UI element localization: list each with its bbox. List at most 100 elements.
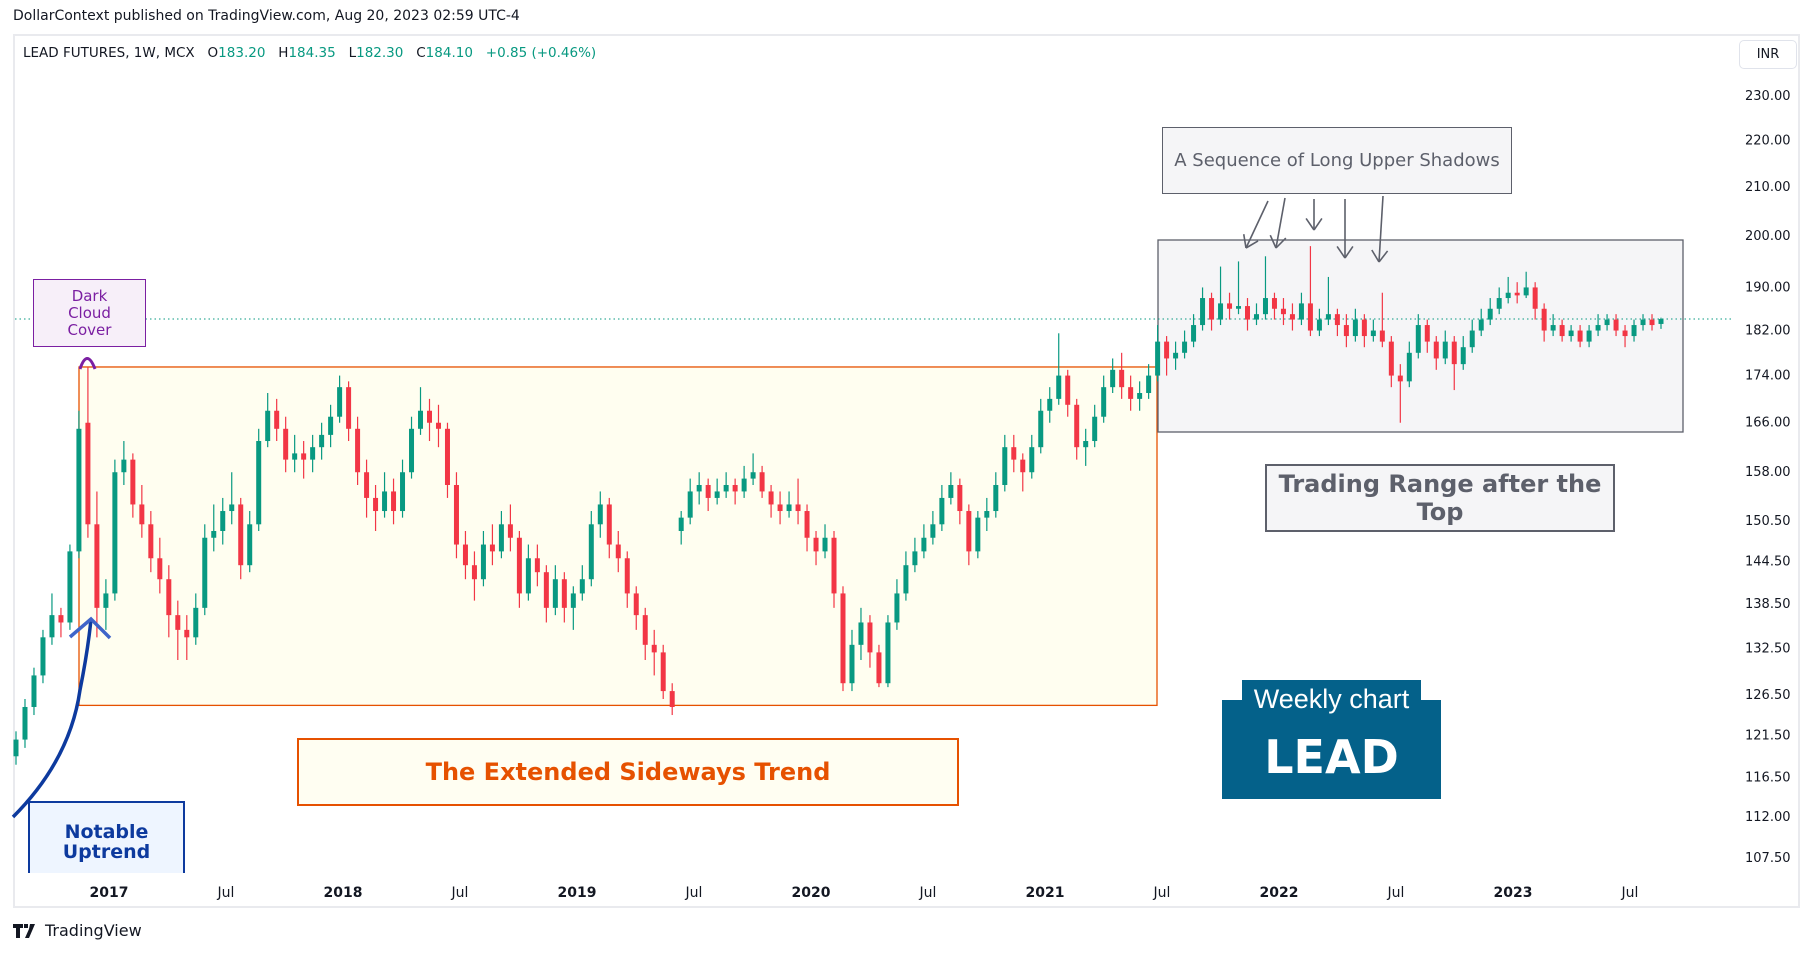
candle[interactable] [1065,369,1071,417]
candle[interactable] [58,607,64,638]
candle[interactable] [1370,319,1376,342]
candle[interactable] [1056,333,1062,405]
candle[interactable] [480,531,486,587]
candle[interactable] [921,524,927,559]
candle[interactable] [651,629,657,676]
tradingview-logo[interactable]: TradingView [13,921,142,940]
candle[interactable] [1631,319,1637,342]
candle[interactable] [1101,375,1107,423]
candle[interactable] [570,586,576,630]
candle[interactable] [840,586,846,692]
candle[interactable] [391,478,397,525]
candle[interactable] [912,537,918,573]
candle[interactable] [930,511,936,545]
candle[interactable] [444,422,450,498]
candle[interactable] [382,472,388,518]
candle[interactable] [993,472,999,518]
candle[interactable] [1334,308,1340,337]
currency-button[interactable]: INR [1739,40,1797,69]
candle[interactable] [1271,292,1277,320]
candle[interactable] [175,600,181,661]
candle[interactable] [624,551,630,608]
candle[interactable] [1424,319,1430,353]
candle[interactable] [1478,308,1484,337]
candle[interactable] [1451,336,1457,391]
candle[interactable] [319,422,325,460]
candle[interactable] [606,497,612,559]
candle[interactable] [337,375,343,423]
candle[interactable] [750,453,756,485]
candle[interactable] [364,459,370,518]
candle[interactable] [193,593,199,645]
candle[interactable] [1092,404,1098,448]
candle[interactable] [292,434,298,473]
candle[interactable] [723,472,729,498]
candle[interactable] [1640,314,1646,331]
candle[interactable] [1496,287,1502,315]
candle[interactable] [103,579,109,630]
candle[interactable] [310,434,316,473]
candle[interactable] [597,491,603,538]
candle[interactable] [534,544,540,587]
candle[interactable] [759,465,765,498]
candle[interactable] [462,531,468,580]
candle[interactable] [112,459,118,601]
candle[interactable] [804,504,810,552]
candle[interactable] [1460,336,1466,370]
candle[interactable] [256,428,262,532]
candle[interactable] [301,441,307,479]
candle[interactable] [1577,325,1583,348]
candle[interactable] [489,524,495,566]
candle[interactable] [543,565,549,623]
candle[interactable] [1128,375,1134,411]
candle[interactable] [13,731,19,765]
candle[interactable] [49,593,55,645]
candle[interactable] [588,511,594,587]
candle[interactable] [975,511,981,559]
candle[interactable] [94,491,100,638]
candle[interactable] [265,393,271,448]
candle[interactable] [22,699,28,748]
candle[interactable] [355,416,361,485]
candle[interactable] [507,504,513,552]
candle[interactable] [660,644,666,700]
candle[interactable] [795,478,801,525]
candle[interactable] [1074,398,1080,460]
candle[interactable] [1352,308,1358,342]
candle[interactable] [849,629,855,692]
candle[interactable] [1487,298,1493,326]
candle[interactable] [678,511,684,545]
candle[interactable] [525,544,531,601]
candle[interactable] [1523,271,1529,299]
candle[interactable] [1469,319,1475,353]
candle[interactable] [822,524,828,559]
candle[interactable] [516,531,522,608]
candle[interactable] [1253,303,1259,326]
candle[interactable] [1002,434,1008,492]
candle[interactable] [76,410,82,559]
candle[interactable] [984,497,990,532]
candle[interactable] [885,615,891,688]
candle[interactable] [696,472,702,505]
candle[interactable] [1209,292,1215,331]
candle[interactable] [813,531,819,566]
candle[interactable] [238,497,244,580]
candle[interactable] [1514,282,1520,304]
candle[interactable] [139,484,145,538]
candle[interactable] [85,366,91,538]
candle[interactable] [1415,314,1421,359]
candle[interactable] [1038,398,1044,454]
candle[interactable] [400,459,406,518]
candle[interactable] [1550,314,1556,337]
candle[interactable] [1137,381,1143,411]
candle[interactable] [1541,303,1547,342]
candle[interactable] [1379,292,1385,348]
candle[interactable] [705,478,711,512]
candle[interactable] [220,497,226,545]
candle[interactable] [1245,298,1251,331]
candle[interactable] [615,531,621,573]
candle[interactable] [1119,352,1125,399]
candle[interactable] [1200,287,1206,331]
candle[interactable] [1155,325,1161,382]
candle[interactable] [1083,428,1089,466]
